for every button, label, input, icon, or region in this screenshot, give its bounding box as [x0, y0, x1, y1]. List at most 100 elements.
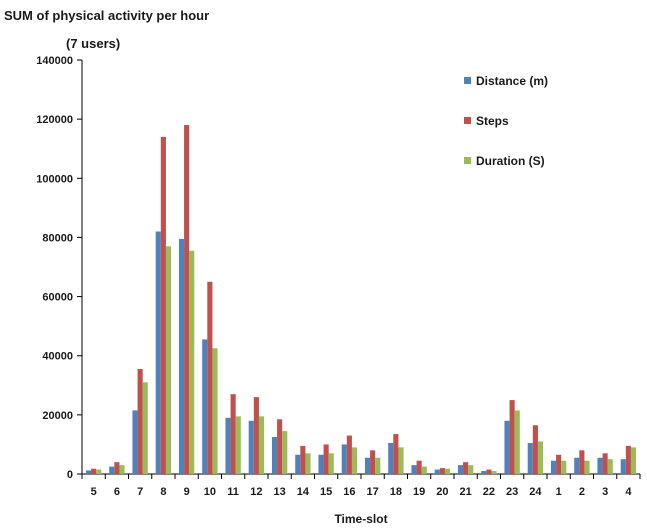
x-tick-label: 6 — [114, 486, 120, 498]
bar: Steps – 17: 8000 — [370, 450, 376, 474]
bar: Duration (S) – 16: 9000 — [351, 447, 358, 474]
bar: Duration (S) – 4: 9000 — [630, 447, 637, 474]
bar: Duration (S) – 23: 21500 — [514, 410, 520, 474]
x-tick-label: 22 — [483, 486, 495, 498]
x-tick-label: 24 — [529, 486, 542, 498]
bar: Distance (m) – 21: 3000 — [457, 465, 464, 474]
bar: Steps – 7: 35500 — [137, 369, 143, 474]
bar: Steps – 3: 7000 — [602, 453, 608, 474]
bar: Distance (m) – 10: 45500 — [202, 339, 208, 474]
bar: Distance (m) – 13: 12500 — [271, 437, 278, 474]
bar: Duration (S) – 24: 11000 — [537, 441, 544, 474]
bar: Steps – 13: 18500 — [277, 419, 283, 474]
y-tick-label: 120000 — [36, 114, 73, 126]
y-axis: 0 20000 40000 60000 80000 100000 120000 140000 — [36, 55, 83, 481]
legend-label: Steps — [476, 114, 509, 128]
x-tick-label: 20 — [436, 486, 448, 498]
bar: Steps – 1: 6500 — [556, 454, 562, 474]
bar: Duration (S) – 15: 7000 — [328, 453, 334, 474]
bar: Duration (S) – 5: 1500 — [96, 469, 102, 474]
bar: Duration (S) – 1: 4500 — [561, 460, 567, 474]
x-tick-label: 10 — [204, 486, 216, 498]
legend: Distance (m) Steps Duration (S) — [464, 74, 548, 168]
bar: Distance (m) – 3: 5500 — [597, 457, 603, 474]
x-tick-label: 14 — [297, 486, 310, 498]
bar: Duration (S) – 20: 1800 — [444, 468, 451, 474]
x-tick-label: 15 — [320, 486, 332, 498]
x-tick-label: 1 — [556, 486, 562, 498]
bar: Steps – 22: 1500 — [486, 469, 492, 474]
x-tick-label: 23 — [506, 486, 518, 498]
bar: Distance (m) – 7: 21500 — [132, 410, 138, 474]
bar: Steps – 21: 4000 — [463, 462, 469, 474]
bar: Steps – 12: 26000 — [253, 397, 259, 474]
bar: Distance (m) – 1: 4500 — [550, 460, 557, 474]
bar: Distance (m) – 23: 18000 — [504, 420, 510, 474]
bar: Steps – 5: 1800 — [91, 468, 97, 474]
bar: Distance (m) – 4: 5000 — [620, 459, 626, 474]
x-tick-label: 19 — [413, 486, 425, 498]
y-tick-label: 140000 — [36, 55, 73, 67]
bar: Duration (S) – 18: 9000 — [398, 447, 404, 474]
bar: Distance (m) – 17: 5500 — [364, 457, 371, 474]
bar: Distance (m) – 12: 18000 — [248, 420, 254, 474]
bar: Duration (S) – 8: 77000 — [165, 246, 172, 474]
bar: Steps – 6: 4000 — [114, 462, 120, 474]
bar: Steps – 8: 114000 — [160, 136, 166, 474]
bar: Steps – 20: 2000 — [439, 468, 445, 474]
legend-swatch — [464, 117, 471, 124]
bar: Distance (m) – 11: 19000 — [225, 417, 231, 474]
x-tick-label: 5 — [91, 486, 97, 498]
x-tick-label: 4 — [625, 486, 632, 498]
x-tick-label: 17 — [367, 486, 379, 498]
bar: Distance (m) – 22: 1000 — [481, 471, 487, 474]
bar: Steps – 9: 118000 — [184, 125, 190, 475]
bar: Duration (S) – 12: 19500 — [258, 416, 265, 474]
legend-label: Duration (S) — [476, 154, 545, 168]
y-tick-label: 0 — [67, 469, 73, 481]
bar: Distance (m) – 24: 10500 — [527, 442, 533, 474]
y-tick-label: 20000 — [42, 410, 73, 422]
bar: Steps – 19: 4500 — [416, 460, 422, 474]
bar: Steps – 4: 9500 — [625, 445, 631, 474]
bar: Duration (S) – 6: 3000 — [119, 465, 125, 474]
bar: Distance (m) – 15: 6500 — [318, 454, 324, 474]
bar: Distance (m) – 14: 6500 — [295, 454, 301, 474]
x-tick-label: 8 — [160, 486, 166, 498]
bar: Steps – 15: 10000 — [323, 444, 329, 474]
bar: Distance (m) – 19: 3000 — [411, 465, 417, 474]
legend-swatch — [464, 77, 471, 84]
x-tick-label: 12 — [250, 486, 262, 498]
bar: Steps – 23: 25000 — [509, 400, 515, 474]
bar: Duration (S) – 17: 5500 — [375, 457, 381, 474]
x-tick-label: 2 — [579, 486, 585, 498]
y-tick-label: 60000 — [42, 292, 73, 304]
bar: Duration (S) – 2: 4500 — [584, 460, 590, 474]
bar: Duration (S) – 14: 7000 — [305, 453, 311, 474]
bar: Duration (S) – 21: 3000 — [468, 465, 474, 474]
bar: Distance (m) – 20: 1500 — [434, 469, 440, 474]
bar: Distance (m) – 18: 10500 — [388, 442, 394, 474]
bar: Distance (m) – 9: 79500 — [178, 238, 185, 474]
x-tick-label: 3 — [602, 486, 608, 498]
bar: Distance (m) – 5: 1200 — [85, 470, 92, 474]
x-tick-label: 21 — [460, 486, 472, 498]
chart-subtitle: (7 users) — [66, 36, 121, 51]
bar: Duration (S) – 10: 42500 — [212, 348, 218, 474]
x-tick-label: 18 — [390, 486, 402, 498]
bar: Steps – 16: 13000 — [346, 435, 352, 474]
chart-title: SUM of physical activity per hour — [4, 8, 210, 23]
bars: Distance (m) – 5: 1200 Distance (m) – 6: … — [85, 125, 637, 475]
bar: Steps – 11: 27000 — [230, 394, 236, 474]
bar: Steps – 14: 9500 — [300, 445, 306, 474]
bar: Steps – 18: 13500 — [393, 434, 399, 474]
bar: Duration (S) – 7: 31000 — [142, 382, 148, 474]
x-axis-title: Time-slot — [334, 512, 387, 526]
bar: Distance (m) – 16: 10000 — [341, 444, 347, 474]
y-tick-label: 40000 — [42, 351, 73, 363]
y-tick-label: 80000 — [42, 232, 73, 244]
x-tick-label: 11 — [227, 486, 239, 498]
bar: Steps – 2: 8000 — [579, 450, 585, 474]
x-tick-label: 13 — [274, 486, 286, 498]
